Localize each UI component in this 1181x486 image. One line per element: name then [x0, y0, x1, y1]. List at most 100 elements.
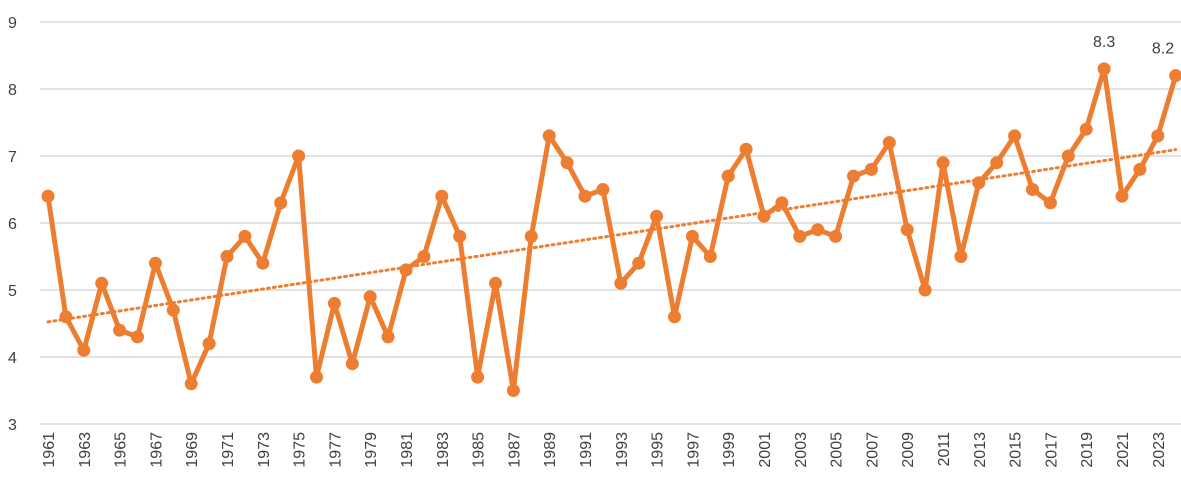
- x-tick-label: 1961: [41, 432, 58, 468]
- x-tick-label: 2005: [829, 432, 846, 468]
- data-point: [148, 256, 162, 270]
- x-tick-label: 1973: [256, 432, 273, 468]
- data-point: [936, 156, 950, 170]
- x-tick-label: 1997: [685, 432, 702, 468]
- data-point: [1008, 129, 1022, 143]
- data-point: [703, 250, 717, 263]
- x-tick-label: 2019: [1079, 432, 1096, 468]
- data-point: [650, 209, 664, 223]
- data-point: [256, 256, 270, 270]
- x-tick-label: 1971: [220, 432, 237, 468]
- data-point: [757, 209, 771, 223]
- x-tick-label: 2017: [1043, 432, 1060, 468]
- data-point: [113, 323, 127, 337]
- data-point: [632, 256, 646, 270]
- data-point: [739, 142, 753, 156]
- data-point: [1169, 69, 1181, 83]
- x-tick-label: 1981: [399, 432, 416, 468]
- data-point: [166, 303, 180, 317]
- data-point: [847, 169, 860, 183]
- data-point: [471, 370, 485, 384]
- x-tick-label: 1983: [435, 432, 452, 468]
- data-point: [542, 129, 556, 143]
- data-point: [327, 296, 341, 310]
- data-point: [721, 169, 735, 183]
- x-tick-label: 1965: [113, 432, 130, 468]
- data-point: [59, 310, 73, 324]
- data-label: 8.3: [1093, 34, 1115, 51]
- x-tick-label: 1977: [327, 432, 344, 468]
- data-point: [345, 357, 359, 371]
- data-point: [596, 183, 610, 196]
- data-point: [435, 189, 449, 203]
- data-point: [578, 189, 592, 203]
- data-point: [954, 250, 968, 263]
- y-tick-label: 5: [8, 283, 17, 300]
- data-point: [775, 196, 789, 210]
- data-point: [829, 229, 843, 243]
- data-point: [381, 330, 395, 344]
- data-point: [864, 162, 878, 176]
- data-point: [614, 276, 628, 290]
- data-point: [1097, 62, 1111, 76]
- x-tick-label: 1991: [578, 432, 595, 468]
- data-point: [1026, 183, 1039, 196]
- data-point: [77, 343, 91, 357]
- data-point: [292, 149, 306, 163]
- x-tick-label: 2003: [793, 432, 810, 468]
- x-tick-label: 1979: [363, 432, 380, 468]
- data-point: [453, 229, 467, 243]
- data-point: [1061, 149, 1075, 163]
- data-point: [685, 229, 699, 243]
- x-tick-label: 1989: [542, 432, 559, 468]
- x-tick-label: 1963: [77, 432, 94, 468]
- data-point: [506, 384, 520, 397]
- data-point: [310, 370, 323, 384]
- x-tick-label: 1985: [471, 432, 488, 468]
- x-tick-label: 2009: [900, 432, 917, 468]
- data-point: [41, 189, 55, 203]
- x-tick-label: 2011: [936, 432, 953, 467]
- x-tick-label: 1999: [721, 432, 738, 468]
- y-tick-label: 7: [8, 149, 17, 166]
- x-tick-label: 2023: [1151, 432, 1168, 468]
- data-point: [900, 223, 914, 237]
- data-point: [1115, 189, 1129, 203]
- data-point: [1133, 162, 1147, 176]
- data-point: [274, 196, 288, 210]
- x-tick-label: 1975: [292, 432, 309, 468]
- data-point: [1079, 122, 1093, 136]
- x-tick-label: 2013: [972, 432, 989, 468]
- data-label: 8.2: [1152, 41, 1174, 58]
- y-tick-label: 8: [8, 82, 17, 99]
- x-tick-label: 2015: [1008, 432, 1025, 468]
- data-point: [918, 283, 932, 297]
- data-point: [811, 223, 825, 237]
- data-point: [560, 156, 574, 170]
- x-tick-label: 1993: [614, 432, 631, 468]
- data-point: [417, 250, 431, 263]
- data-point: [972, 176, 986, 190]
- x-tick-label: 1995: [650, 432, 667, 468]
- data-point: [95, 276, 109, 290]
- y-tick-label: 4: [8, 350, 17, 367]
- data-point: [399, 263, 413, 277]
- data-point: [1151, 129, 1165, 143]
- data-point: [489, 276, 502, 290]
- data-point: [131, 330, 144, 344]
- data-point: [363, 290, 377, 304]
- data-point: [882, 136, 896, 150]
- data-point: [220, 250, 234, 263]
- x-tick-label: 1967: [148, 432, 165, 468]
- data-point: [793, 229, 807, 243]
- x-tick-label: 1987: [506, 432, 523, 468]
- x-tick-label: 1969: [184, 432, 201, 468]
- series-line: [45, 66, 1179, 393]
- data-point: [1043, 196, 1057, 210]
- data-point: [990, 156, 1004, 170]
- y-tick-label: 6: [8, 216, 17, 233]
- y-tick-label: 3: [8, 417, 17, 434]
- x-tick-label: 2001: [757, 432, 774, 468]
- y-tick-label: 9: [8, 15, 17, 32]
